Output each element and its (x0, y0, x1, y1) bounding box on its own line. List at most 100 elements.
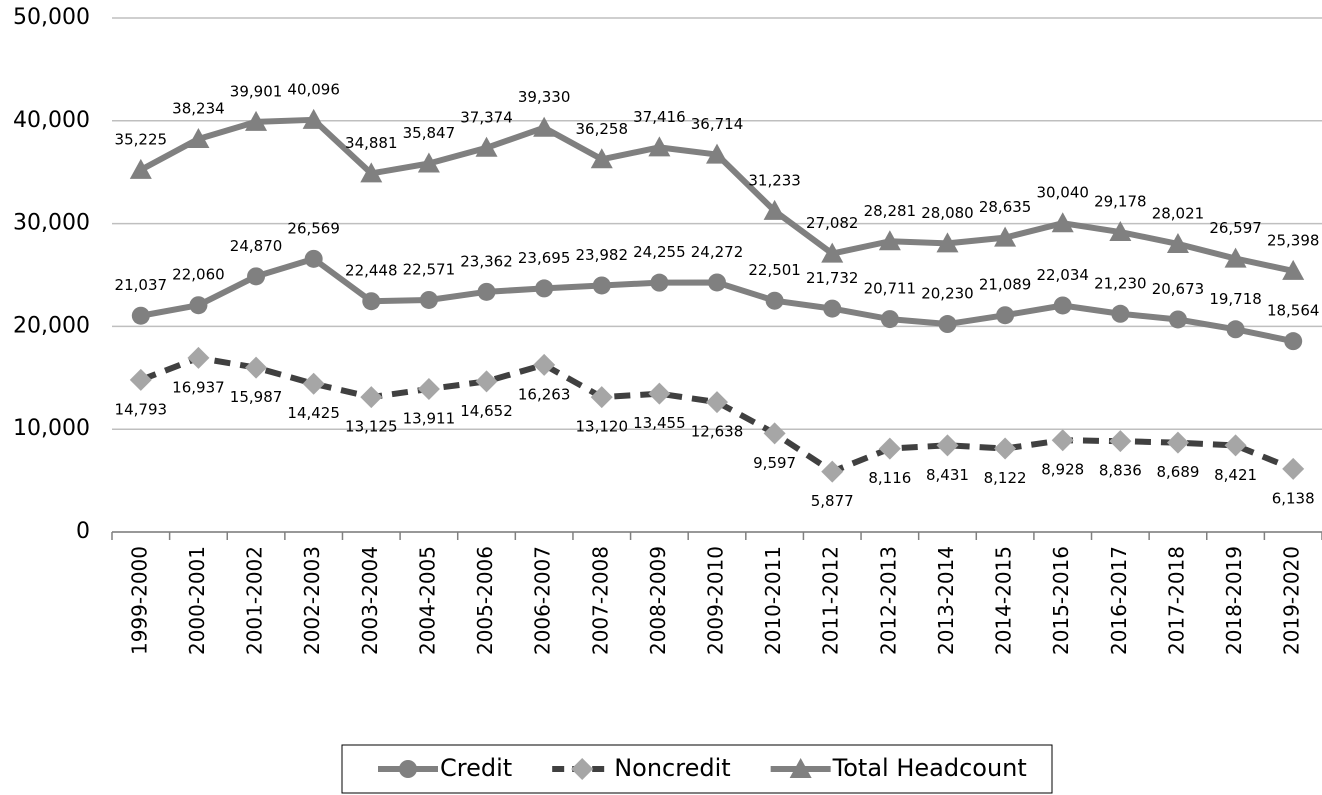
point (1166, 232, 1189, 253)
data-label: 27,082 (806, 214, 859, 232)
data-label: 36,714 (691, 115, 744, 133)
data-label: 38,234 (172, 99, 225, 117)
data-label: 21,089 (979, 276, 1032, 294)
x-tick-label: 2013-2014 (934, 546, 958, 655)
data-label: 12,638 (691, 423, 744, 441)
data-label: 16,263 (518, 385, 571, 403)
point (996, 306, 1015, 325)
legend-marker (571, 758, 594, 780)
point (1053, 296, 1072, 315)
data-label: 29,178 (1094, 193, 1147, 211)
y-tick-label: 0 (76, 519, 90, 544)
data-label: 40,096 (287, 80, 340, 98)
x-tick-label: 2001-2002 (243, 546, 267, 655)
y-tick-label: 20,000 (13, 313, 90, 338)
x-tick-label: 1999-2000 (127, 546, 151, 655)
point (475, 370, 498, 393)
legend-marker (399, 760, 417, 778)
point (477, 282, 496, 301)
point (187, 346, 210, 369)
x-tick-label: 2018-2019 (1222, 546, 1246, 655)
point (592, 276, 611, 295)
x-tick-label: 2006-2007 (531, 546, 555, 655)
point (1109, 430, 1132, 453)
point (189, 296, 208, 315)
point (648, 136, 671, 157)
legend-box (341, 744, 1053, 794)
point (823, 299, 842, 318)
data-label: 8,421 (1214, 466, 1257, 484)
data-label: 22,034 (1036, 266, 1089, 284)
point (360, 386, 383, 409)
data-label: 24,255 (633, 243, 686, 261)
x-tick-label: 2008-2009 (646, 546, 670, 655)
point (360, 162, 383, 183)
point (936, 434, 959, 457)
data-label: 8,122 (984, 469, 1027, 487)
x-tick-label: 2002-2003 (300, 546, 324, 655)
data-label: 37,374 (460, 108, 513, 126)
point (878, 437, 901, 460)
point (880, 310, 899, 329)
data-label: 28,021 (1152, 204, 1205, 222)
x-tick-label: 2003-2004 (358, 546, 382, 655)
legend-label: Total Headcount (832, 754, 1027, 782)
x-tick-label: 2005-2006 (473, 546, 497, 655)
point (247, 267, 266, 286)
point (763, 199, 786, 220)
point (1168, 310, 1187, 329)
data-label: 22,571 (403, 260, 456, 278)
point (1111, 304, 1130, 323)
data-label: 34,881 (345, 134, 398, 152)
point (245, 110, 268, 131)
data-label: 22,060 (172, 266, 225, 284)
legend-marker (789, 758, 812, 778)
point (650, 273, 669, 292)
point (706, 391, 728, 414)
data-label: 23,362 (460, 252, 513, 270)
point (765, 291, 784, 310)
x-tick-label: 2015-2016 (1049, 546, 1073, 655)
point (590, 386, 613, 409)
data-label: 26,597 (1209, 219, 1262, 237)
x-tick-label: 2004-2005 (415, 546, 439, 655)
data-label: 16,937 (172, 378, 225, 396)
x-tick-label: 2007-2008 (588, 546, 612, 655)
data-label: 21,230 (1094, 274, 1147, 292)
data-label: 22,501 (748, 261, 801, 279)
data-label: 35,225 (115, 130, 168, 148)
data-label: 23,982 (576, 246, 629, 264)
point (533, 116, 556, 137)
data-label: 22,448 (345, 262, 398, 280)
x-tick-label: 2017-2018 (1164, 546, 1188, 655)
data-label: 21,732 (806, 269, 859, 287)
data-label: 13,911 (403, 409, 456, 427)
data-label: 28,635 (979, 198, 1032, 216)
data-label: 26,569 (287, 219, 340, 237)
point (362, 292, 381, 311)
point (936, 232, 959, 253)
x-tick-label: 2019-2020 (1280, 546, 1304, 655)
point (1282, 457, 1305, 480)
data-label: 20,230 (921, 285, 974, 303)
point (1051, 212, 1074, 233)
point (304, 249, 323, 268)
point (1282, 259, 1305, 280)
data-label: 8,116 (868, 469, 911, 487)
data-label: 30,040 (1036, 184, 1089, 202)
data-label: 20,673 (1152, 280, 1205, 298)
point (302, 372, 325, 395)
point (535, 279, 554, 298)
data-label: 23,695 (518, 249, 571, 267)
point (417, 377, 440, 400)
point (417, 152, 440, 173)
y-tick-label: 40,000 (13, 108, 90, 133)
point (1166, 431, 1189, 454)
data-label: 8,431 (926, 466, 969, 484)
data-label: 28,281 (864, 202, 917, 220)
data-label: 19,718 (1209, 290, 1262, 308)
point (821, 460, 844, 483)
data-label: 18,564 (1267, 302, 1320, 320)
point (129, 368, 152, 391)
